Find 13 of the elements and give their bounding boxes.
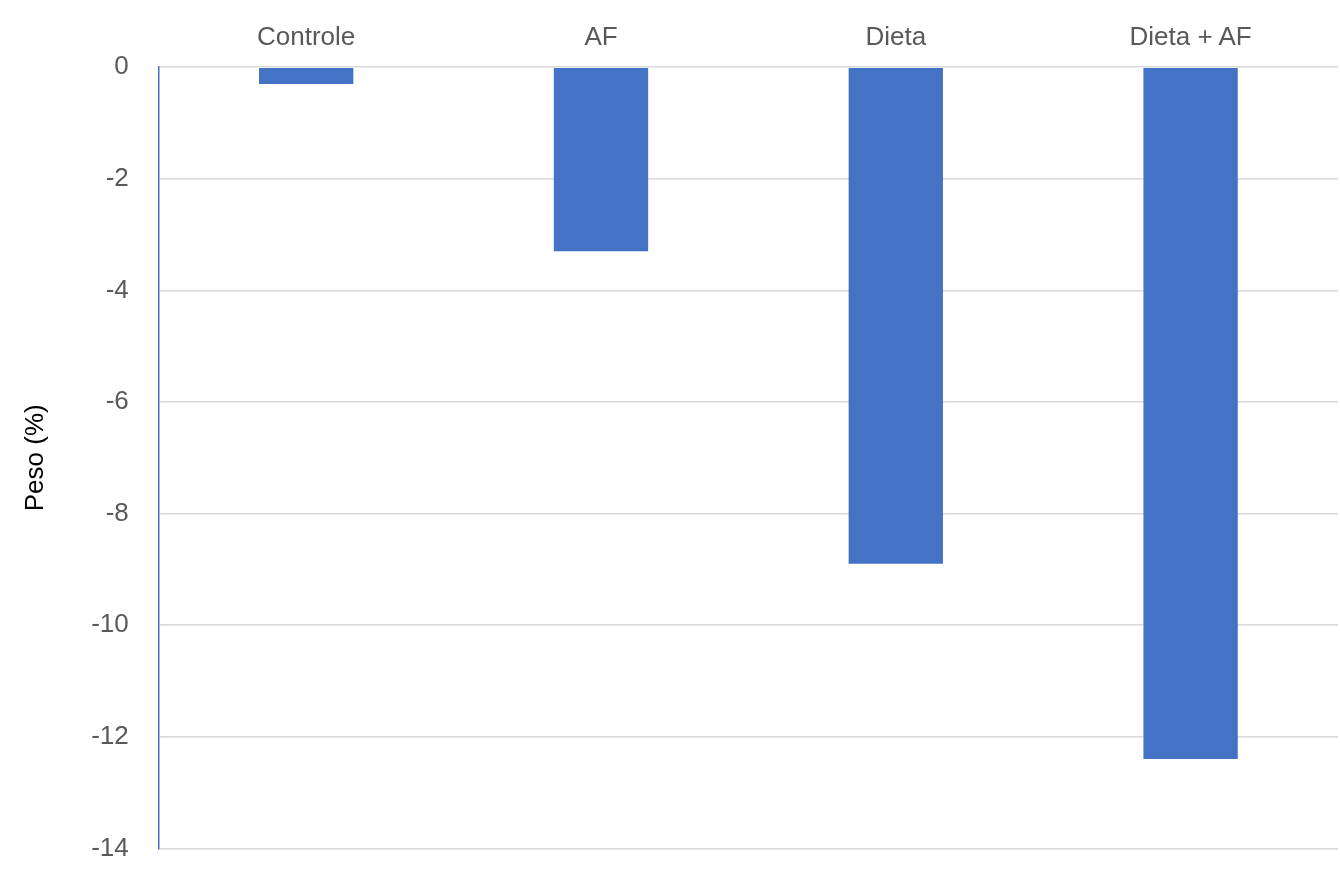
y-axis-title: Peso (%): [18, 404, 49, 512]
x-tick-label: Dieta: [865, 20, 927, 51]
x-tick-label: Dieta + AF: [1129, 20, 1252, 51]
y-tick-label: 0: [114, 50, 129, 81]
y-tick-label: -8: [105, 496, 129, 527]
x-tick-label: AF: [584, 20, 618, 51]
x-tick-label: Controle: [257, 20, 356, 51]
y-tick-label: -2: [105, 161, 129, 192]
y-tick-label: -4: [105, 273, 129, 304]
y-tick-label: -6: [105, 385, 129, 416]
y-tick-label: -12: [91, 719, 129, 750]
y-tick-label: -14: [91, 831, 129, 862]
y-tick-label: -10: [91, 608, 129, 639]
